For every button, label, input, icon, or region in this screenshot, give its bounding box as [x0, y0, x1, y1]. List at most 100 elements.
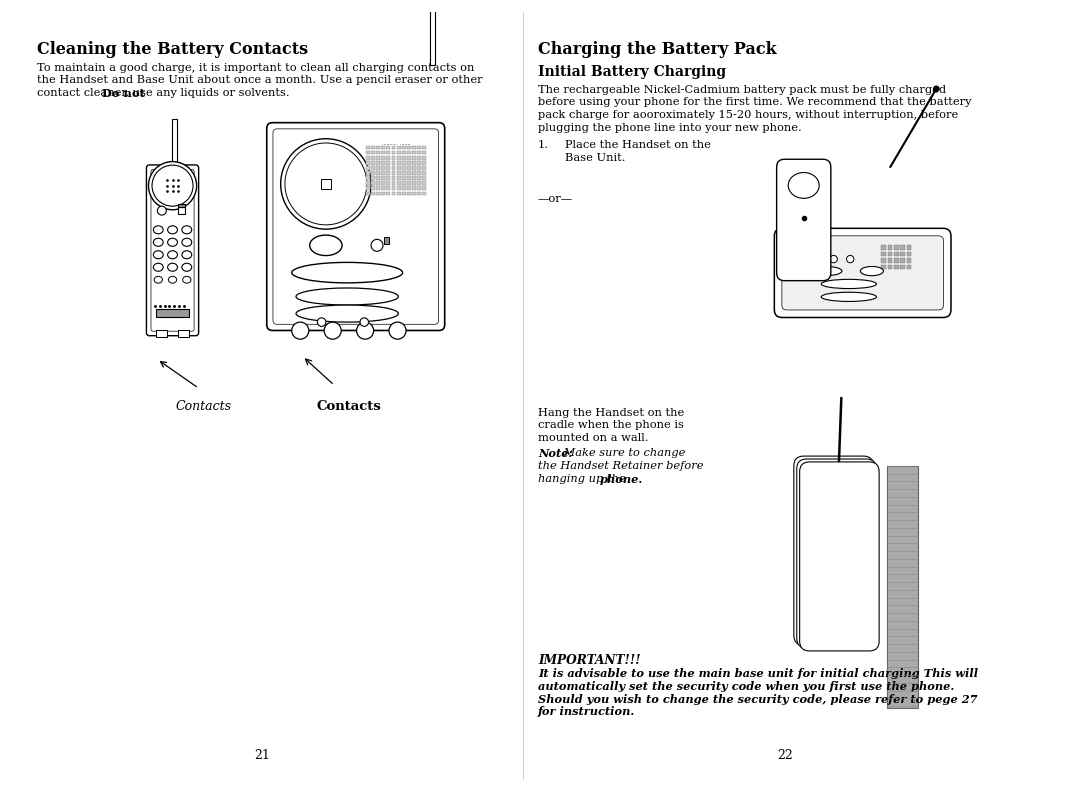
Text: contact cleaner.: contact cleaner. — [37, 88, 133, 97]
Bar — [888, 265, 892, 269]
Bar — [402, 171, 406, 175]
Ellipse shape — [154, 276, 162, 284]
Text: automatically set the security code when you first use the phone.: automatically set the security code when… — [538, 681, 955, 692]
Bar — [396, 186, 401, 190]
Text: Cleaning the Battery Contacts: Cleaning the Battery Contacts — [37, 41, 308, 59]
Bar — [881, 265, 886, 269]
Bar — [413, 166, 416, 169]
Bar — [376, 166, 380, 169]
Ellipse shape — [153, 238, 163, 246]
Ellipse shape — [153, 251, 163, 259]
Text: Base Unit.: Base Unit. — [565, 153, 625, 162]
Bar — [407, 150, 410, 154]
Ellipse shape — [181, 263, 192, 272]
Bar — [413, 161, 416, 165]
Bar — [381, 161, 386, 165]
Bar — [396, 156, 401, 160]
Text: 1.: 1. — [538, 140, 549, 150]
FancyBboxPatch shape — [799, 462, 879, 651]
Bar — [422, 150, 427, 154]
Bar — [407, 192, 410, 196]
Text: Place the Handset on the: Place the Handset on the — [565, 140, 711, 150]
Bar — [855, 519, 865, 529]
Bar — [392, 150, 395, 154]
Text: for instruction.: for instruction. — [538, 706, 635, 718]
Bar — [422, 171, 427, 175]
Ellipse shape — [861, 266, 883, 276]
Bar — [901, 252, 905, 257]
Text: 21: 21 — [254, 748, 270, 762]
Bar — [901, 246, 905, 250]
Bar — [387, 161, 390, 165]
Bar — [387, 192, 390, 196]
Text: Contacts: Contacts — [316, 400, 381, 413]
Bar — [366, 166, 369, 169]
Bar — [381, 171, 386, 175]
FancyBboxPatch shape — [782, 236, 944, 310]
Bar — [855, 536, 865, 546]
Circle shape — [318, 318, 326, 326]
Ellipse shape — [181, 238, 192, 246]
Bar — [417, 192, 421, 196]
Bar — [413, 171, 416, 175]
Bar — [422, 181, 427, 185]
Bar — [888, 258, 892, 263]
Bar — [366, 171, 369, 175]
Bar — [372, 181, 375, 185]
Bar — [888, 252, 892, 257]
Bar — [376, 161, 380, 165]
Ellipse shape — [296, 288, 399, 305]
Bar — [366, 192, 369, 196]
Ellipse shape — [153, 263, 163, 272]
Circle shape — [281, 139, 372, 229]
Circle shape — [933, 86, 940, 92]
Text: 22: 22 — [778, 748, 793, 762]
Bar — [376, 192, 380, 196]
Circle shape — [389, 322, 406, 339]
Bar — [366, 181, 369, 185]
Bar — [381, 150, 386, 154]
Bar — [387, 146, 390, 150]
Bar — [366, 146, 369, 150]
Bar — [887, 466, 918, 708]
Text: cradle when the phone is: cradle when the phone is — [538, 421, 684, 430]
Bar — [372, 150, 375, 154]
Bar — [178, 207, 185, 214]
Text: ..........  .......: .......... ....... — [382, 141, 410, 147]
Bar — [417, 146, 421, 150]
Text: It is advisable to use the main base unit for initial charging This will: It is advisable to use the main base uni… — [538, 668, 978, 680]
Text: 2: 2 — [323, 271, 329, 280]
Bar — [387, 171, 390, 175]
Circle shape — [324, 322, 341, 339]
FancyBboxPatch shape — [777, 159, 831, 280]
Bar — [422, 192, 427, 196]
Bar — [372, 177, 375, 180]
Ellipse shape — [788, 173, 820, 198]
Bar — [372, 186, 375, 190]
Bar — [417, 150, 421, 154]
Bar — [407, 181, 410, 185]
Text: Charging the Battery Pack: Charging the Battery Pack — [538, 41, 777, 59]
Bar — [402, 146, 406, 150]
Bar — [881, 246, 886, 250]
Bar — [392, 171, 395, 175]
Bar — [407, 156, 410, 160]
Bar — [417, 177, 421, 180]
FancyBboxPatch shape — [797, 459, 876, 648]
Bar — [376, 177, 380, 180]
Bar — [383, 237, 389, 244]
Ellipse shape — [181, 226, 192, 234]
Bar — [413, 181, 416, 185]
Ellipse shape — [296, 305, 399, 322]
Bar — [376, 171, 380, 175]
Bar — [381, 166, 386, 169]
Bar — [413, 177, 416, 180]
Bar — [417, 166, 421, 169]
Ellipse shape — [810, 266, 842, 276]
Circle shape — [152, 166, 193, 206]
Bar — [366, 161, 369, 165]
Bar — [376, 150, 380, 154]
Text: mounted on a wall.: mounted on a wall. — [538, 433, 648, 443]
Ellipse shape — [183, 276, 191, 284]
Bar — [907, 246, 912, 250]
